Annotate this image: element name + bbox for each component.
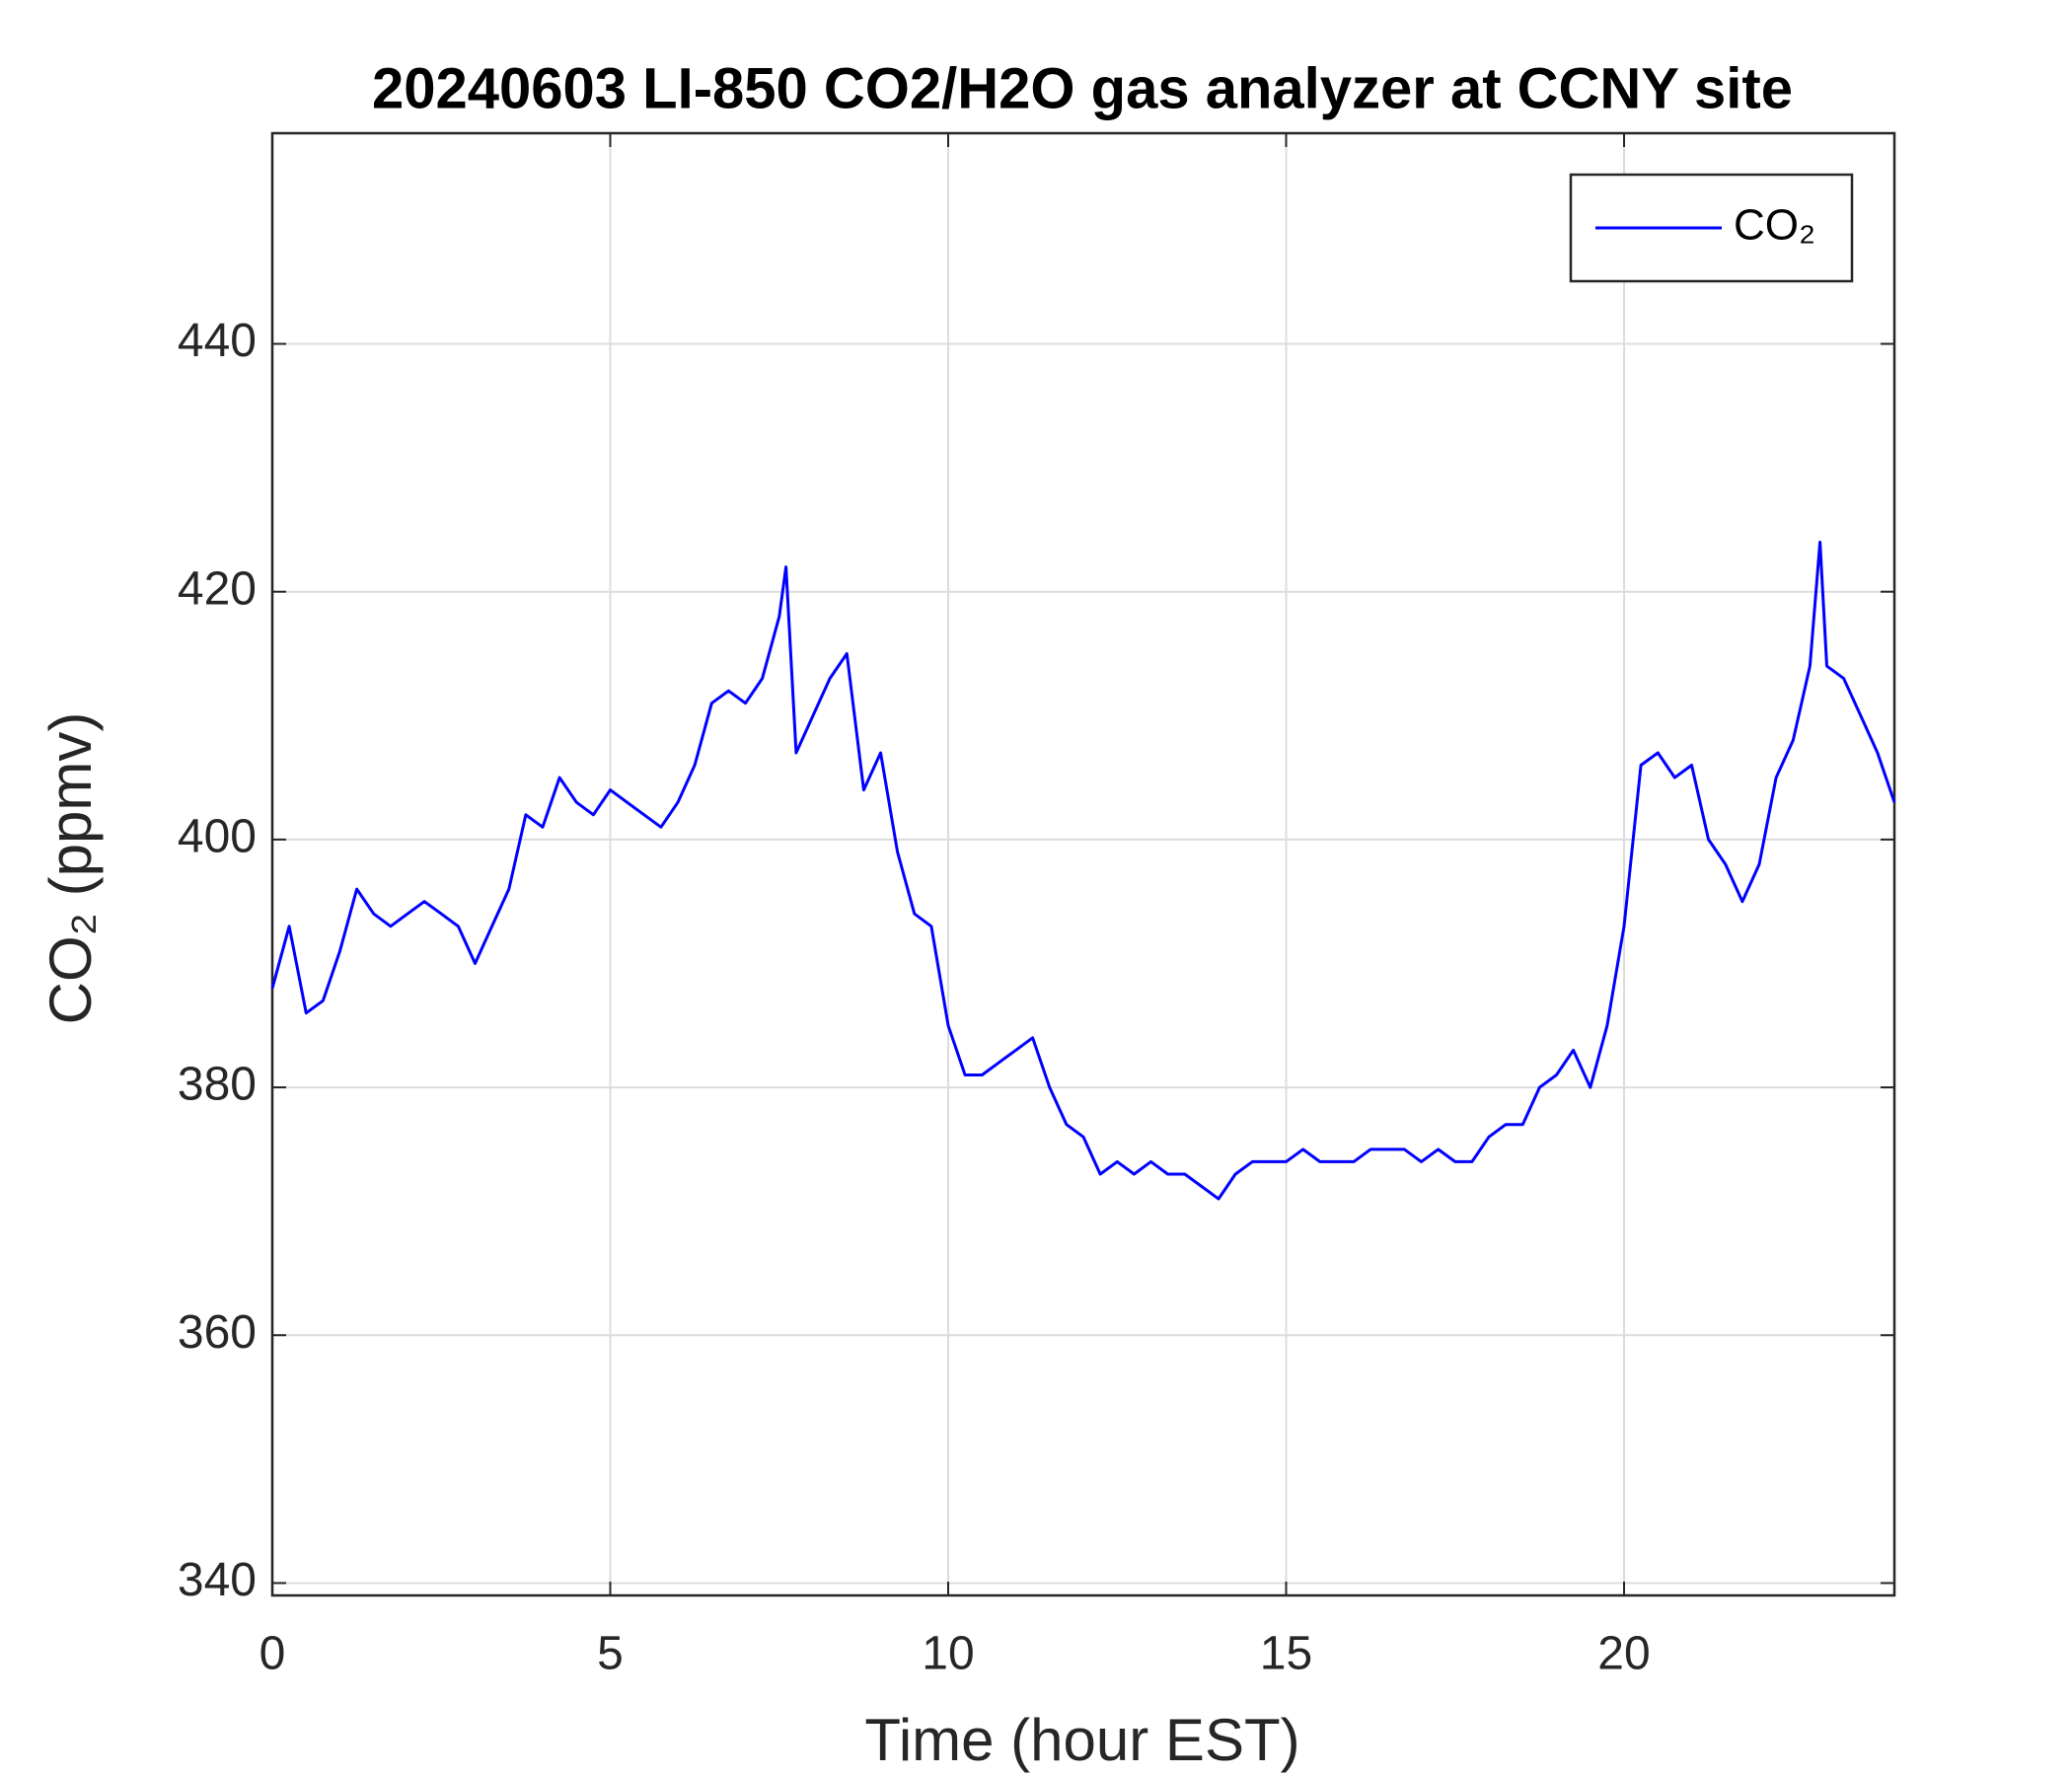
y-tick-label: 420 xyxy=(178,562,257,615)
y-tick-label: 440 xyxy=(178,315,257,367)
data-line xyxy=(270,541,1896,1201)
x-tick-label: 10 xyxy=(922,1628,974,1680)
y-tick-label: 380 xyxy=(178,1059,257,1111)
y-tick-label: 360 xyxy=(178,1306,257,1359)
plot-frame xyxy=(270,131,1896,1597)
x-tick-label: 5 xyxy=(597,1628,624,1680)
y-tick-label: 340 xyxy=(178,1554,257,1606)
x-tick-label: 15 xyxy=(1260,1628,1312,1680)
x-tick-label: 0 xyxy=(259,1628,286,1680)
x-tick-label: 20 xyxy=(1597,1628,1650,1680)
x-axis-label: Time (hour EST) xyxy=(864,1707,1299,1773)
legend-label: CO₂ xyxy=(1734,201,1815,250)
y-axis-label: CO₂ (ppmv) xyxy=(37,712,104,1025)
chart-title: 20240603 LI-850 CO2/H2O gas analyzer at … xyxy=(372,56,1793,120)
y-tick-label: 400 xyxy=(178,811,257,863)
